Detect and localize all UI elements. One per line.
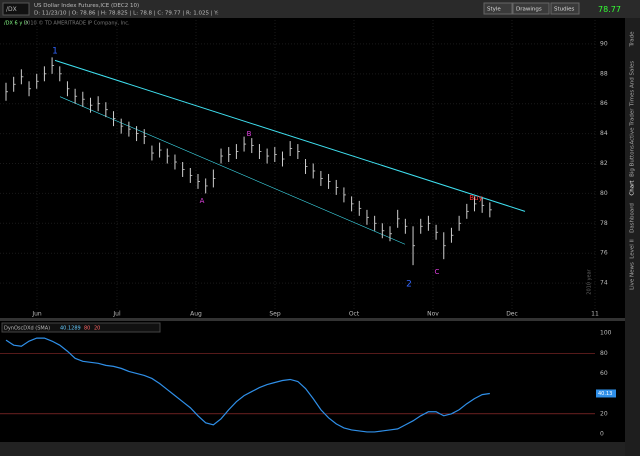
current-value-box [596,389,616,398]
scrollbar [0,442,625,456]
watermark: 2010 year [587,268,593,294]
y-tick-label: 88 [600,70,608,77]
toolbar-button-label: Drawings [516,7,542,13]
copyright: 2010 © TD AMERITRADE IP Company, Inc. [24,20,130,27]
y-tick-label: 82 [600,160,608,167]
x-tick-label: Nov [427,311,439,318]
y-tick-label: 84 [600,130,608,137]
side-tab[interactable]: Active Trader [630,108,636,145]
current-value-label: 40.13 [598,391,612,397]
side-tab[interactable]: Level II [630,239,636,259]
study-level: 80 [84,326,90,332]
chart-title: /DX 6 y D [4,21,28,27]
side-tab[interactable]: Dashboard [630,203,636,233]
trendline [59,96,406,245]
side-tab[interactable]: Big Buttons [630,145,636,177]
y-tick-label: 86 [600,100,608,107]
x-tick-label: Dec [506,311,518,318]
annotation: B [247,130,252,138]
description: US Dollar Index Futures,ICE (DEC2 10) [34,3,139,9]
y-tick-label: 100 [600,330,612,337]
annotation: 1 [52,47,58,57]
toolbar [0,0,640,18]
toolbar-button-label: Studies [554,7,575,13]
study-level: 20 [94,326,100,332]
pane-divider [0,318,625,321]
y-tick-label: 60 [600,370,608,377]
oscillator-line [5,337,490,433]
y-tick-label: 76 [600,250,608,257]
symbol-box[interactable] [2,2,30,16]
side-tab[interactable]: Live News [630,262,636,290]
study-value: 40.1289 [60,326,81,332]
annotation: 2 [406,280,412,290]
x-tick-label: 11 [591,311,599,318]
annotation: A [200,197,205,205]
x-tick-label: Aug [190,311,202,318]
x-tick-label: Sep [269,311,281,318]
y-tick-label: 74 [600,280,608,287]
toolbar-button[interactable] [512,2,550,15]
toolbar-button[interactable] [550,2,580,15]
y-tick-label: 20 [600,410,608,417]
x-tick-label: Oct [349,311,360,318]
annotation: Buy [469,194,482,202]
y-tick-label: 80 [600,190,608,197]
toolbar-button-label: Style [487,7,501,13]
study-title: DynOscDXd (SMA) [4,326,50,332]
quote: D: 11/23/10 | O: 78.86 | H: 78.825 | L: … [34,11,219,17]
side-panel [625,18,640,456]
side-tab[interactable]: Times And Sales [630,61,636,107]
y-tick-label: 90 [600,40,608,47]
side-tab[interactable]: Trade [630,31,636,48]
toolbar-button[interactable] [483,2,513,15]
trendline [54,59,526,212]
x-tick-label: Jul [112,311,121,318]
symbol: /DX [6,6,17,13]
last-price: 78.77 [598,5,621,14]
y-tick-label: 80 [600,350,608,357]
y-tick-label: 0 [600,430,604,437]
y-tick-label: 78 [600,220,608,227]
x-tick-label: Jun [31,311,42,318]
annotation: C [435,268,440,276]
side-tab[interactable]: Chart [630,180,636,196]
study-header [1,322,161,333]
